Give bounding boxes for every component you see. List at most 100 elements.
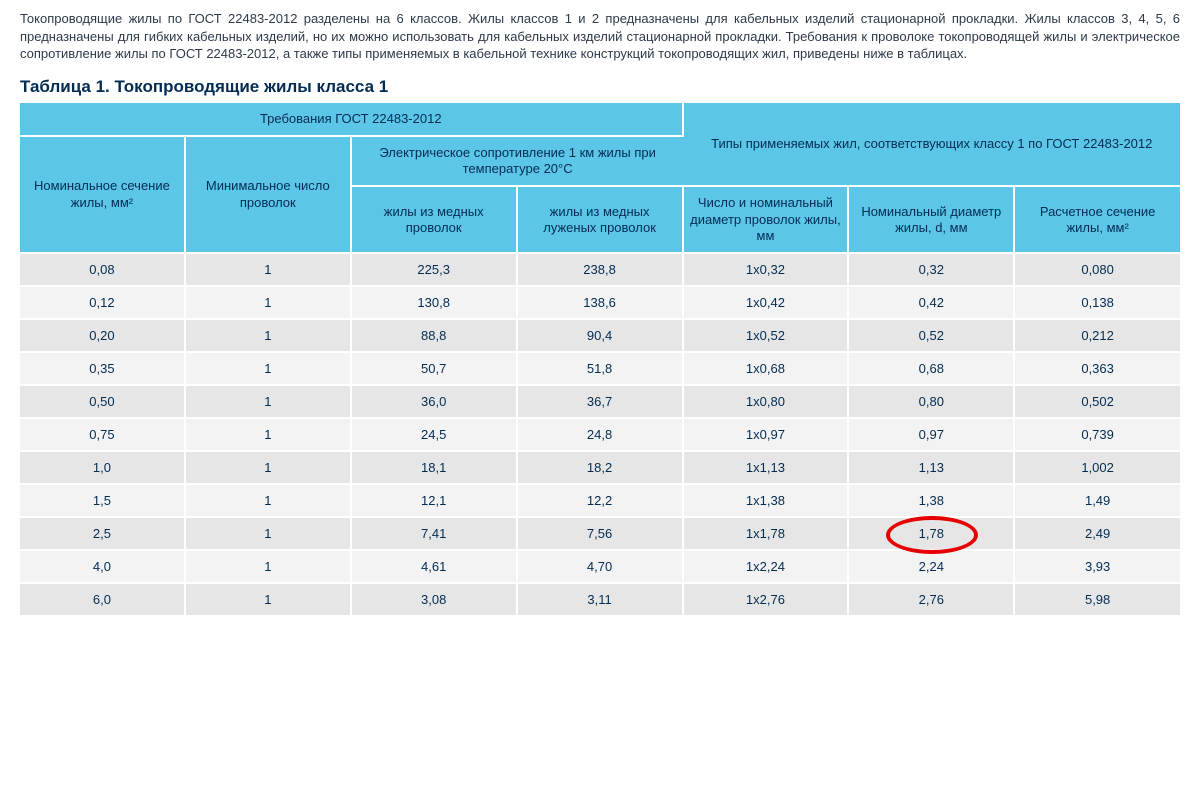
cell-rcu: 7,41 [352,518,518,551]
cell-d: 1,38 [849,485,1015,518]
cell-calc: 0,138 [1015,287,1180,320]
cell-cnt: 1х0,42 [684,287,850,320]
header-group-requirements: Требования ГОСТ 22483-2012 [20,103,684,137]
cell-d: 1,13 [849,452,1015,485]
cell-rsn: 7,56 [518,518,684,551]
cell-sec: 1,0 [20,452,186,485]
cell-rsn: 36,7 [518,386,684,419]
header-resistance-group: Электрическое сопротивление 1 км жилы пр… [352,137,684,188]
table-row: 0,081225,3238,81х0,320,320,080 [20,254,1180,287]
cell-rcu: 88,8 [352,320,518,353]
conductors-table: Требования ГОСТ 22483-2012 Типы применяе… [20,103,1180,618]
cell-cnt: 1х0,68 [684,353,850,386]
cell-sec: 0,35 [20,353,186,386]
header-calc-section: Расчетное сечение жилы, мм² [1015,187,1180,254]
cell-calc: 0,739 [1015,419,1180,452]
header-res-tinned: жилы из медных луженых проволок [518,187,684,254]
table-title: Таблица 1. Токопроводящие жилы класса 1 [20,77,1180,97]
cell-sec: 4,0 [20,551,186,584]
cell-calc: 2,49 [1015,518,1180,551]
cell-rsn: 4,70 [518,551,684,584]
cell-rsn: 51,8 [518,353,684,386]
intro-paragraph: Токопроводящие жилы по ГОСТ 22483-2012 р… [20,10,1180,63]
table-row: 0,75124,524,81х0,970,970,739 [20,419,1180,452]
cell-sec: 0,20 [20,320,186,353]
cell-sec: 0,75 [20,419,186,452]
cell-calc: 0,080 [1015,254,1180,287]
cell-min: 1 [186,518,352,551]
cell-cnt: 1х1,38 [684,485,850,518]
cell-min: 1 [186,353,352,386]
header-res-copper: жилы из медных проволок [352,187,518,254]
cell-d: 0,97 [849,419,1015,452]
header-wire-count-diam: Число и номинальный диаметр проволок жил… [684,187,850,254]
cell-min: 1 [186,485,352,518]
table-wrap: Требования ГОСТ 22483-2012 Типы применяе… [20,103,1180,618]
table-row: 1,0118,118,21х1,131,131,002 [20,452,1180,485]
cell-cnt: 1х0,80 [684,386,850,419]
cell-min: 1 [186,386,352,419]
cell-d: 0,32 [849,254,1015,287]
header-nominal-diam: Номинальный диаметр жилы, d, мм [849,187,1015,254]
cell-cnt: 1х2,76 [684,584,850,617]
cell-cnt: 1х2,24 [684,551,850,584]
cell-d: 2,76 [849,584,1015,617]
cell-min: 1 [186,254,352,287]
table-row: 0,50136,036,71х0,800,800,502 [20,386,1180,419]
cell-min: 1 [186,584,352,617]
cell-calc: 1,002 [1015,452,1180,485]
cell-cnt: 1х1,13 [684,452,850,485]
table-row: 6,013,083,111х2,762,765,98 [20,584,1180,617]
cell-min: 1 [186,419,352,452]
cell-d: 2,24 [849,551,1015,584]
cell-rcu: 4,61 [352,551,518,584]
cell-sec: 0,50 [20,386,186,419]
cell-d: 0,42 [849,287,1015,320]
cell-rcu: 18,1 [352,452,518,485]
cell-rsn: 90,4 [518,320,684,353]
cell-calc: 0,363 [1015,353,1180,386]
cell-sec: 0,12 [20,287,186,320]
cell-calc: 0,212 [1015,320,1180,353]
cell-calc: 1,49 [1015,485,1180,518]
cell-min: 1 [186,287,352,320]
table-body: 0,081225,3238,81х0,320,320,0800,121130,8… [20,254,1180,617]
cell-rcu: 12,1 [352,485,518,518]
cell-rcu: 225,3 [352,254,518,287]
cell-sec: 2,5 [20,518,186,551]
cell-calc: 3,93 [1015,551,1180,584]
cell-d: 0,80 [849,386,1015,419]
cell-rsn: 18,2 [518,452,684,485]
cell-cnt: 1х0,52 [684,320,850,353]
cell-rsn: 24,8 [518,419,684,452]
cell-sec: 6,0 [20,584,186,617]
table-row: 2,517,417,561х1,781,782,49 [20,518,1180,551]
cell-d: 0,52 [849,320,1015,353]
cell-rcu: 36,0 [352,386,518,419]
cell-d: 0,68 [849,353,1015,386]
cell-rsn: 238,8 [518,254,684,287]
cell-rcu: 3,08 [352,584,518,617]
table-row: 4,014,614,701х2,242,243,93 [20,551,1180,584]
cell-sec: 1,5 [20,485,186,518]
cell-calc: 5,98 [1015,584,1180,617]
cell-sec: 0,08 [20,254,186,287]
cell-rcu: 130,8 [352,287,518,320]
cell-rcu: 24,5 [352,419,518,452]
table-row: 0,20188,890,41х0,520,520,212 [20,320,1180,353]
cell-cnt: 1х0,32 [684,254,850,287]
cell-cnt: 1х1,78 [684,518,850,551]
table-row: 1,5112,112,21х1,381,381,49 [20,485,1180,518]
cell-rsn: 138,6 [518,287,684,320]
header-nominal-section: Номинальное сечение жилы, мм² [20,137,186,254]
cell-min: 1 [186,551,352,584]
cell-d: 1,78 [849,518,1015,551]
header-min-wires: Минимальное число проволок [186,137,352,254]
cell-cnt: 1х0,97 [684,419,850,452]
table-row: 0,121130,8138,61х0,420,420,138 [20,287,1180,320]
cell-min: 1 [186,452,352,485]
cell-calc: 0,502 [1015,386,1180,419]
cell-rsn: 12,2 [518,485,684,518]
header-group-types: Типы применяемых жил, соответствующих кл… [684,103,1181,188]
cell-rcu: 50,7 [352,353,518,386]
